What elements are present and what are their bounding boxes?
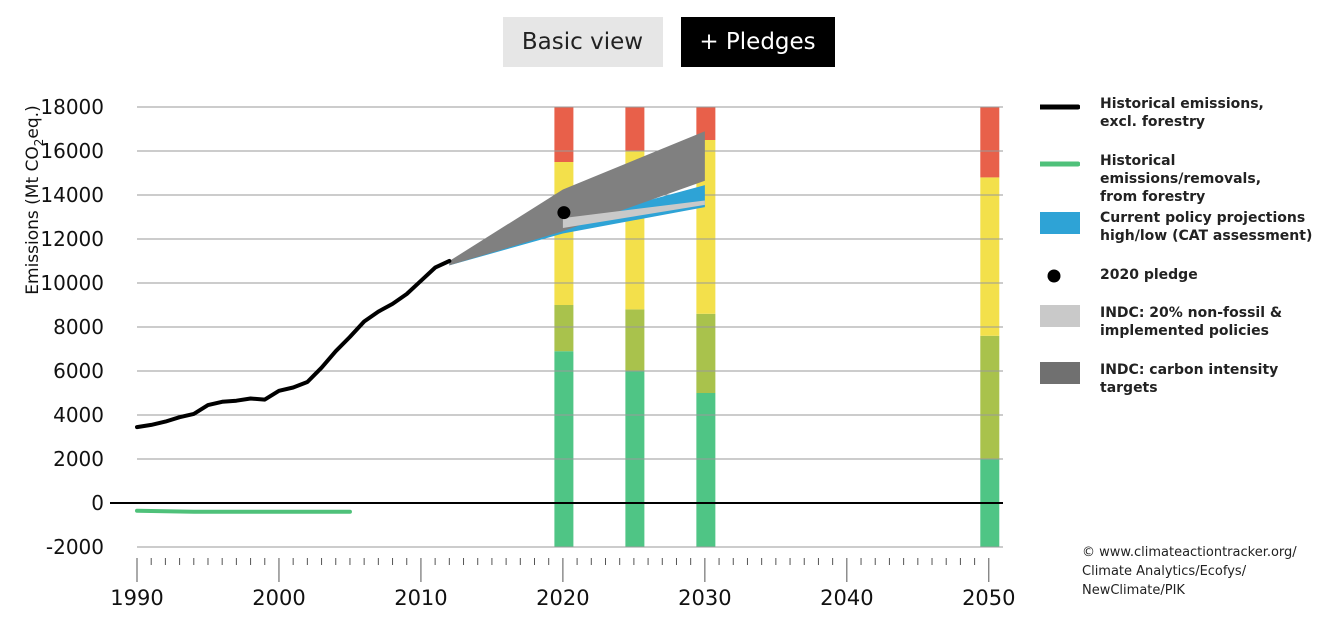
pledge-point — [557, 206, 571, 220]
legend-box-symbol — [1040, 305, 1080, 327]
rating-bar-segment — [696, 107, 716, 140]
rating-bar-segment — [554, 351, 574, 547]
view-toggle-bar: Basic view + Pledges — [0, 17, 1337, 67]
legend-label: 2020 pledge — [1100, 267, 1198, 283]
y-tick-label: -2000 — [46, 535, 104, 559]
source-credits: © www.climateactiontracker.org/ Climate … — [1082, 545, 1297, 598]
legend-label: INDC: 20% non-fossil & implemented polic… — [1100, 305, 1283, 339]
rating-bar-segment — [980, 335, 1000, 459]
y-tick-label: 16000 — [40, 139, 104, 163]
rating-bar-segment — [625, 309, 645, 371]
rating-bar-segment — [696, 313, 716, 393]
legend-line-symbol — [1040, 161, 1080, 167]
legend-box-symbol — [1040, 362, 1080, 384]
projection-bands — [449, 131, 705, 266]
legend-label: INDC: carbon intensity targets — [1100, 362, 1279, 396]
projection-band — [562, 200, 705, 228]
legend-label: Current policy projections high/low (CAT… — [1100, 210, 1313, 244]
x-tick-label: 1990 — [110, 586, 163, 610]
y-tick-label: 0 — [91, 491, 104, 515]
x-tick-label: 2050 — [962, 586, 1015, 610]
series-line — [135, 259, 452, 430]
basic-view-button[interactable]: Basic view — [502, 17, 663, 67]
x-tick-label: 2010 — [394, 586, 447, 610]
y-tick-label: 18000 — [40, 95, 104, 119]
tick-labels: -2000 0 2000 4000 6000 8000 10000 12000 14000 160… — [40, 95, 1015, 610]
y-axis-label: Emissions (Mt CO2eq.) — [23, 105, 46, 294]
series-lines — [135, 259, 452, 514]
rating-bar-segment — [554, 305, 574, 352]
series-line — [135, 508, 352, 514]
rating-bar-segment — [696, 140, 716, 314]
grid-lines — [137, 106, 1003, 548]
y-tick-label: 8000 — [53, 315, 104, 339]
x-tick-label: 2000 — [252, 586, 305, 610]
x-tick-label: 2020 — [536, 586, 589, 610]
y-tick-label: 4000 — [53, 403, 104, 427]
pledges-view-button[interactable]: + Pledges — [680, 17, 835, 67]
rating-bar-segment — [980, 107, 1000, 178]
pledge-points — [557, 206, 571, 220]
legend-box-symbol — [1040, 212, 1080, 234]
emissions-chart: -2000 0 2000 4000 6000 8000 10000 12000 14000 160… — [23, 95, 1016, 610]
y-tick-label: 10000 — [40, 271, 104, 295]
rating-bar-segment — [554, 107, 574, 162]
x-tick-label: 2040 — [820, 586, 873, 610]
rating-bar-segment — [625, 107, 645, 151]
projection-band — [449, 131, 705, 266]
legend-line-symbol — [1040, 104, 1080, 110]
y-tick-label: 12000 — [40, 227, 104, 251]
y-tick-label: 6000 — [53, 359, 104, 383]
legend-label: Historical emissions/removals, from fore… — [1100, 153, 1262, 205]
legend-label: Historical emissions, excl. forestry — [1100, 96, 1264, 130]
y-tick-label: 14000 — [40, 183, 104, 207]
legend-dot-symbol — [1047, 269, 1061, 283]
axes — [110, 502, 1003, 582]
x-tick-label: 2030 — [678, 586, 731, 610]
rating-bar-segment — [980, 177, 1000, 336]
rating-bar-segment — [696, 393, 716, 547]
y-tick-label: 2000 — [53, 447, 104, 471]
